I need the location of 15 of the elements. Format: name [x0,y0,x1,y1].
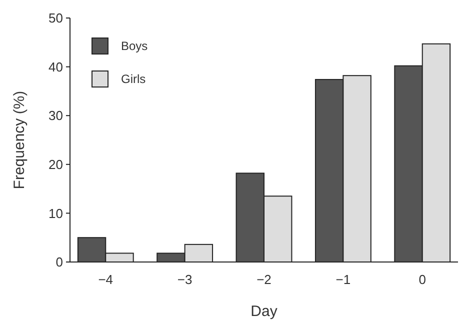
y-tick-label: 30 [48,108,63,124]
y-tick-label: 20 [48,156,63,172]
y-tick-label: 40 [48,59,63,74]
x-tick-label: −2 [256,272,272,287]
x-tick-label: −1 [336,272,351,287]
y-tick-label: 50 [48,10,63,26]
x-tick-label: −4 [98,272,114,287]
y-tick-label: 10 [48,206,63,221]
y-axis-title: Frequency (%) [11,90,28,190]
x-tick-label: −3 [177,272,192,287]
x-tick-label: 0 [418,272,426,287]
y-tick-label: 0 [56,254,63,270]
legend-label: Girls [121,72,146,86]
legend-label: Boys [121,39,148,54]
x-axis-title: Day [250,303,278,320]
